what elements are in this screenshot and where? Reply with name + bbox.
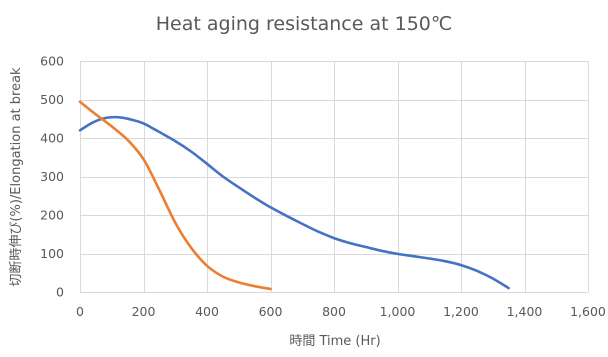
y-tick-label: 0 [56, 285, 64, 300]
y-tick-label: 100 [40, 246, 64, 261]
tick-labels: 0 100 200 300 400 500 600 0 200 400 600 800 1,000 1,2… [40, 54, 606, 320]
y-tick-label: 500 [40, 92, 64, 107]
x-tick-label: 600 [259, 304, 283, 319]
y-tick-label: 600 [40, 54, 64, 69]
gridlines [80, 61, 589, 293]
y-tick-label: 400 [40, 131, 64, 146]
x-axis-label: 時間 Time (Hr) [289, 334, 380, 349]
x-tick-label: 400 [195, 304, 219, 319]
x-tick-label: 1,400 [507, 304, 543, 319]
series-line-1 [78, 115, 510, 290]
x-tick-label: 1,600 [570, 304, 606, 319]
y-tick-label: 200 [40, 208, 64, 223]
y-axis-label: 切断時伸び(%)/Elongation at break [9, 67, 24, 287]
series-line-2 [78, 100, 272, 291]
chart-title: Heat aging resistance at 150℃ [156, 13, 452, 35]
x-tick-label: 0 [76, 304, 84, 319]
x-tick-label: 200 [132, 304, 156, 319]
data-series [78, 100, 510, 291]
x-tick-label: 1,000 [380, 304, 416, 319]
y-tick-label: 300 [40, 169, 64, 184]
x-tick-label: 1,200 [443, 304, 479, 319]
x-tick-label: 800 [322, 304, 346, 319]
